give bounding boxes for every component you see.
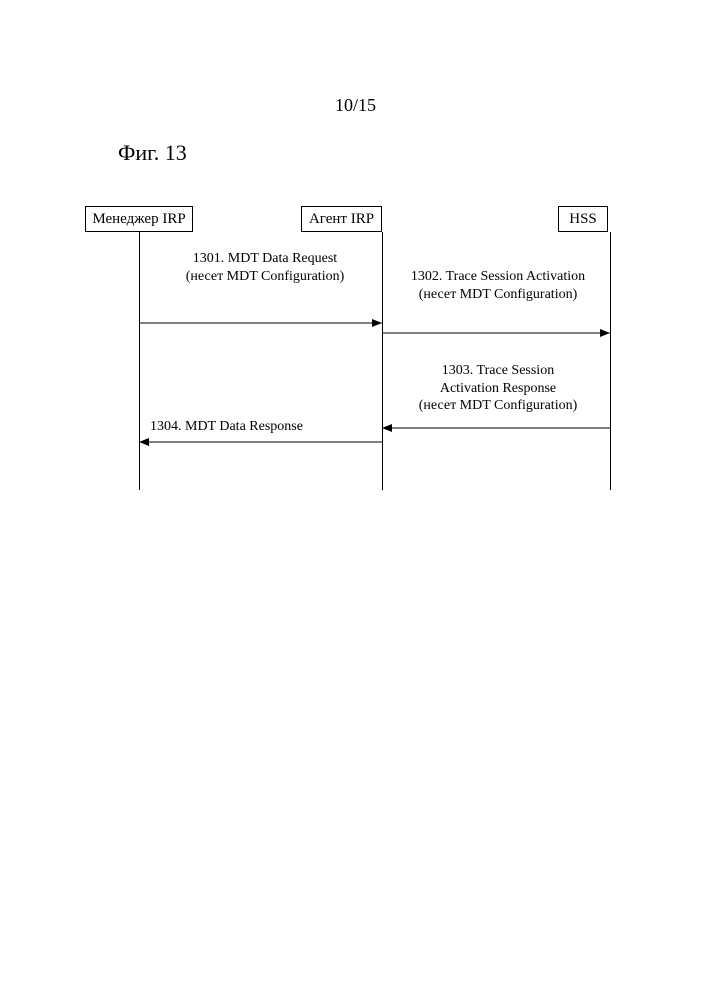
sequence-arrows <box>0 0 707 1000</box>
page-container: 10/15 Фиг. 13 Менеджер IRP Агент IRP HSS… <box>0 0 707 1000</box>
